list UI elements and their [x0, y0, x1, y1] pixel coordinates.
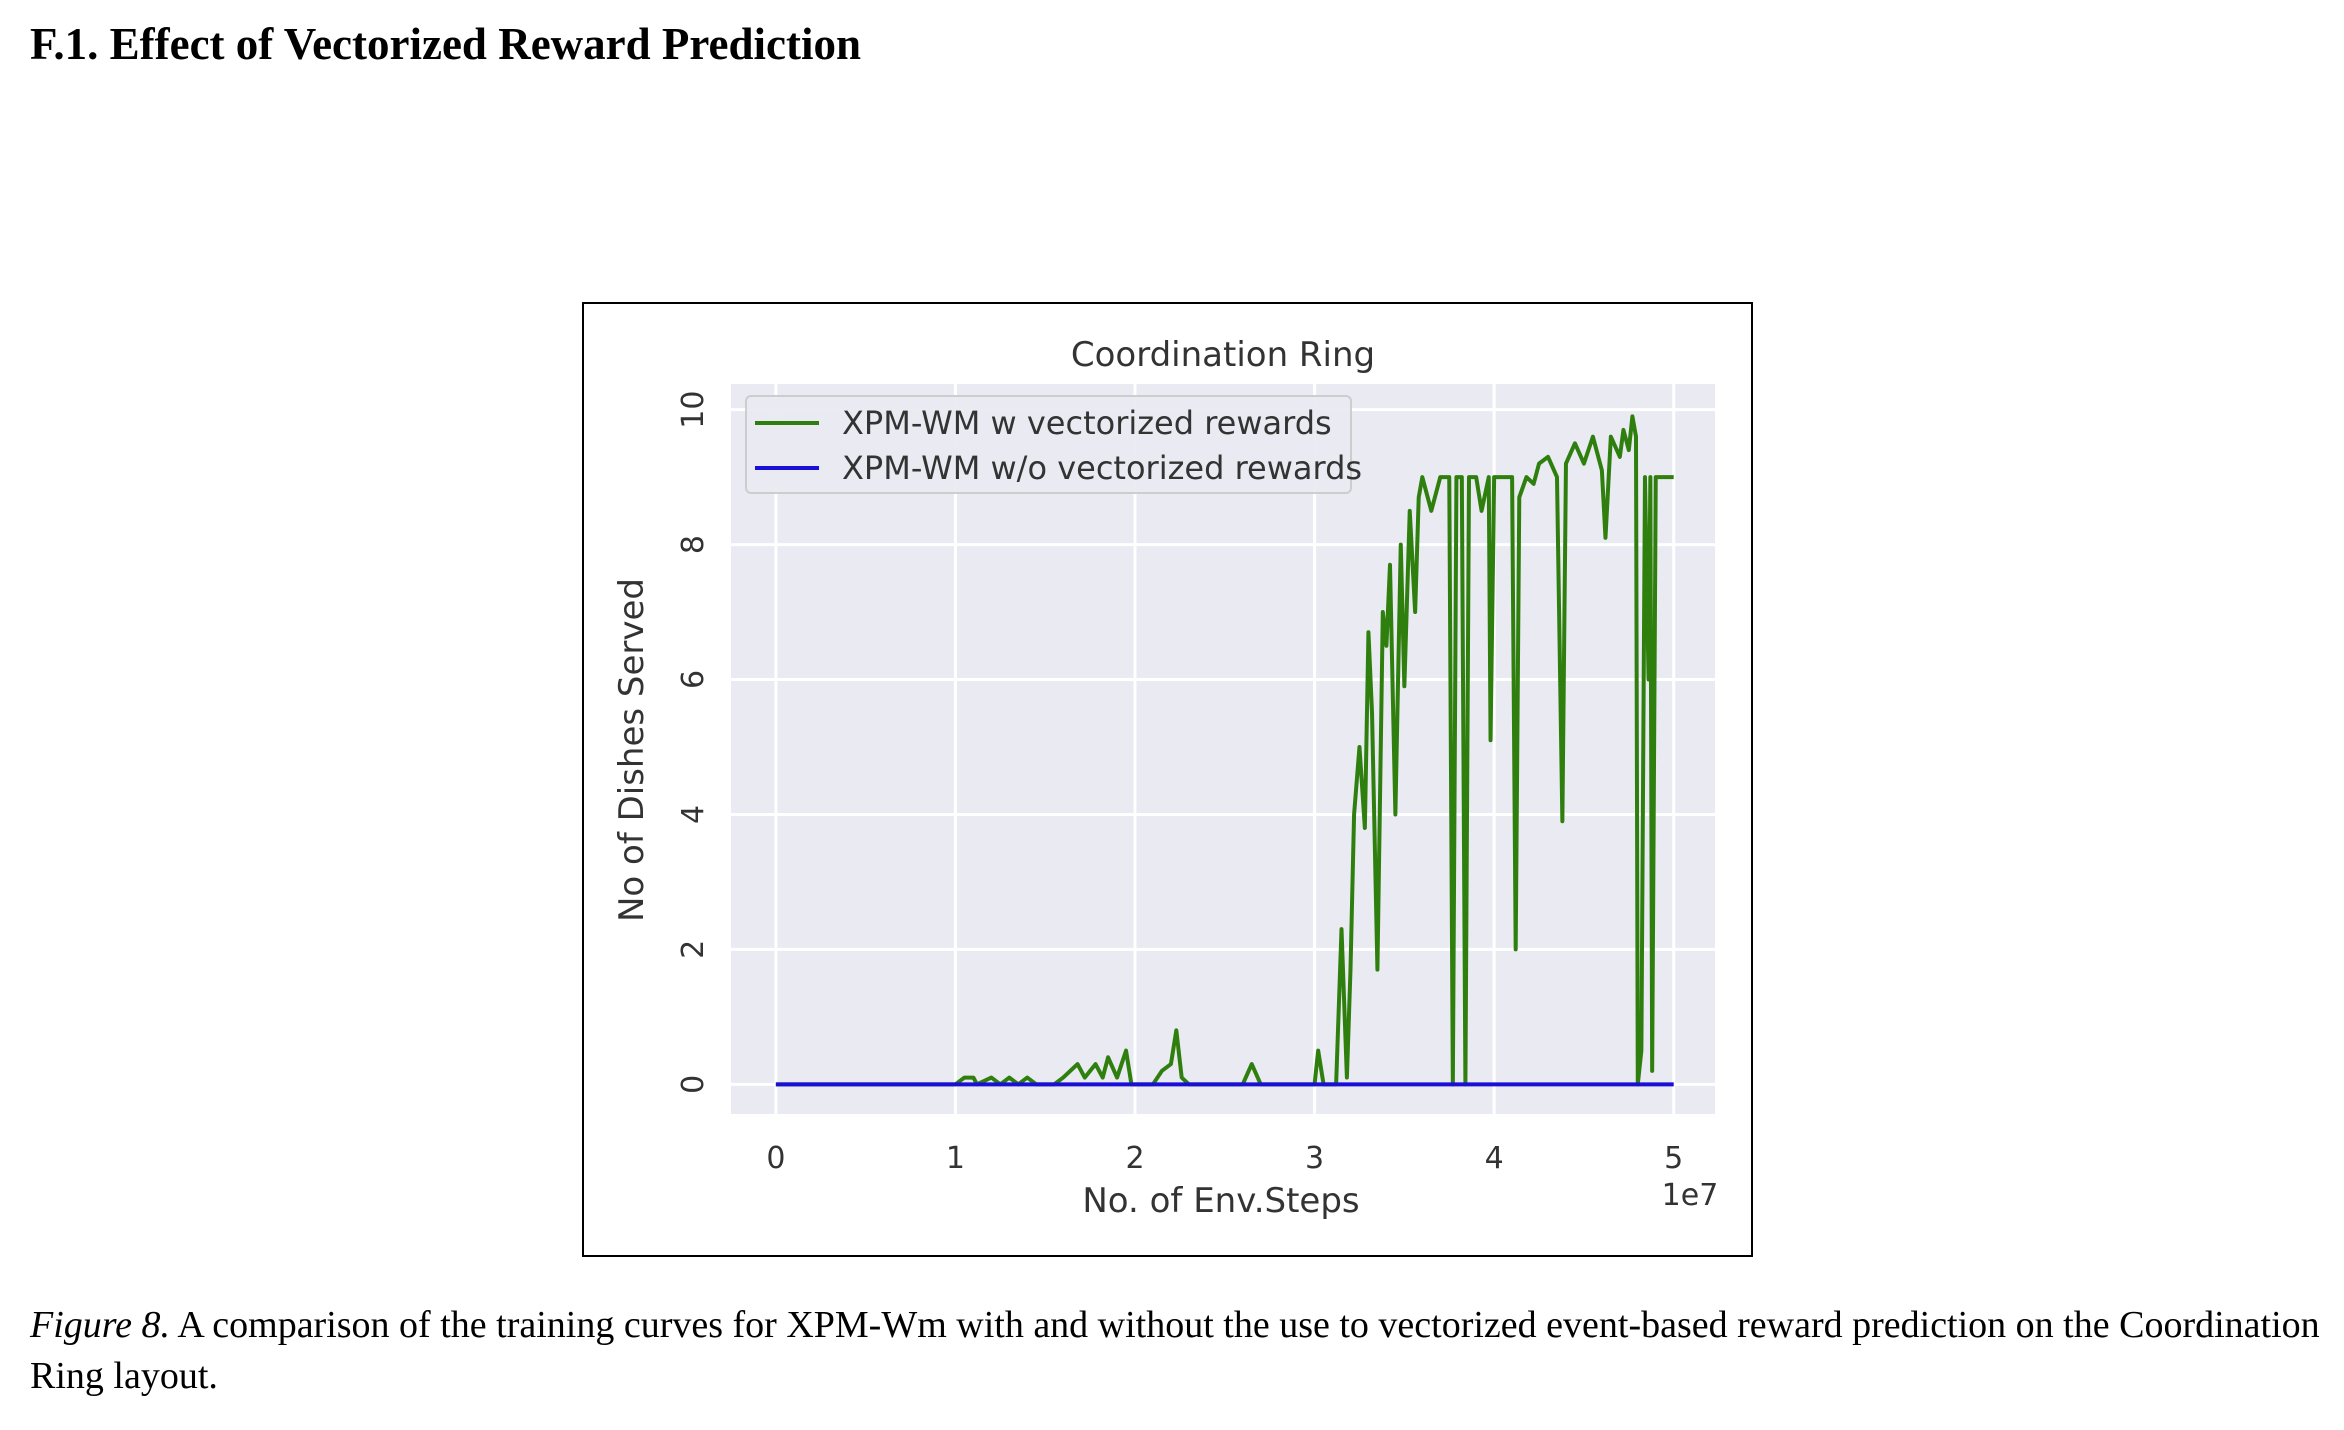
x-tick-label: 5 [1664, 1141, 1683, 1176]
legend-label: XPM-WM w vectorized rewards [842, 404, 1332, 442]
x-tick-label: 1 [946, 1141, 965, 1176]
legend-box [745, 395, 1352, 494]
plot-area [731, 384, 1715, 1114]
legend-label: XPM-WM w/o vectorized rewards [842, 449, 1362, 487]
y-tick-label: 6 [676, 670, 711, 689]
y-tick-label: 2 [676, 940, 711, 959]
caption-text: A comparison of the training curves for … [30, 1304, 2320, 1397]
x-tick-label: 0 [766, 1141, 785, 1176]
x-axis-label: No. of Env.Steps [1082, 1181, 1359, 1221]
y-tick-label: 0 [676, 1075, 711, 1094]
section-heading: F.1. Effect of Vectorized Reward Predict… [30, 19, 862, 69]
figure: Coordination Ring No. of Env.Steps 1e7 N… [582, 302, 1753, 1257]
y-tick-label: 10 [676, 391, 711, 429]
line-series [775, 414, 1674, 1087]
x-tick-label: 3 [1305, 1141, 1324, 1176]
y-axis-label: No of Dishes Served [612, 578, 652, 922]
x-tick-label: 4 [1485, 1141, 1504, 1176]
chart-title: Coordination Ring [1071, 335, 1375, 375]
y-tick-label: 4 [676, 805, 711, 824]
figure-caption: Figure 8. A comparison of the training c… [30, 1300, 2320, 1402]
x-tick-label: 2 [1125, 1141, 1144, 1176]
x-offset-label: 1e7 [1662, 1178, 1719, 1213]
y-tick-label: 8 [676, 535, 711, 554]
caption-label: Figure 8. [30, 1304, 171, 1346]
